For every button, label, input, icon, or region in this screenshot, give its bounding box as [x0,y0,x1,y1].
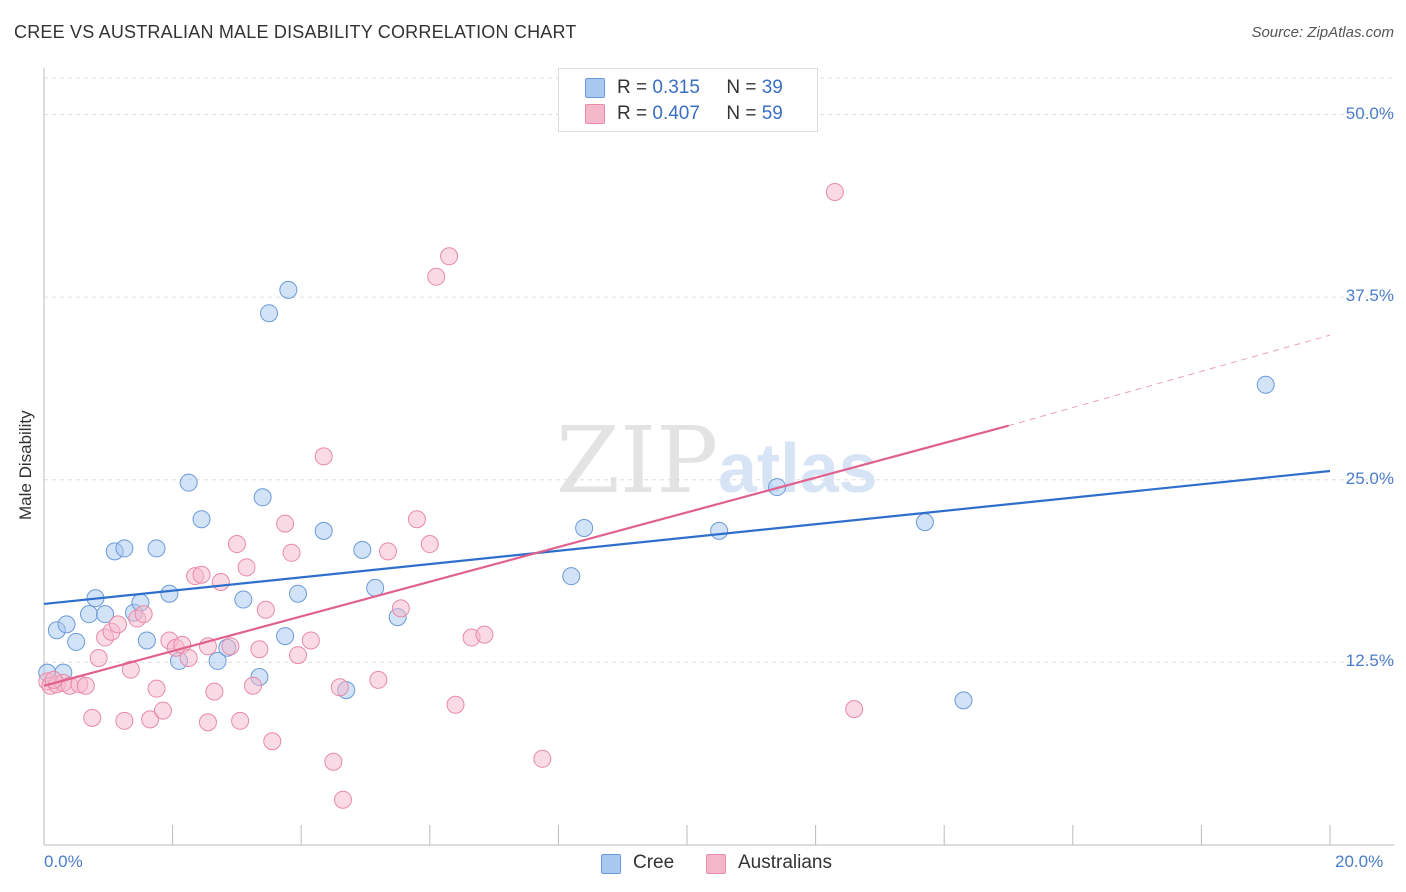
data-point-cree [80,605,99,624]
data-point-cree [57,615,76,634]
data-point-cree [253,488,272,507]
data-point-cree [915,513,934,532]
trend-line-australians-extension [1008,334,1331,427]
data-point-australians [845,700,864,719]
legend-n-value: 59 [761,103,783,124]
chart-title: CREE VS AUSTRALIAN MALE DISABILITY CORRE… [14,22,577,42]
bottom-legend-label-cree: Cree [633,852,675,873]
correlation-legend: R = 0.315 N = 39 R = 0.407 N = 59 [558,68,818,132]
legend-swatch-australians [585,104,605,124]
data-point-cree [1256,375,1275,394]
y-tick-label: 50.0% [1345,103,1394,123]
data-point-cree [67,632,86,651]
data-point-australians [288,646,307,665]
data-point-cree [562,567,581,586]
data-point-cree [179,473,198,492]
data-point-australians [108,615,127,634]
legend-n-label: N = [726,77,757,98]
chart-source: Source: ZipAtlas.com [1251,24,1394,41]
data-point-australians [314,447,333,466]
data-point-australians [446,695,465,714]
data-point-cree [160,584,179,603]
y-tick-label: 25.0% [1345,468,1394,488]
data-point-australians [825,182,844,201]
data-point-cree [575,518,594,537]
y-tick-label: 37.5% [1345,286,1394,306]
data-point-australians [237,558,256,577]
legend-r-label: R = [617,103,648,124]
watermark-zip: ZIP [556,407,718,514]
data-point-australians [420,535,439,554]
data-point-cree [314,521,333,540]
legend-r-label: R = [617,77,648,98]
data-point-australians [147,679,166,698]
data-point-australians [192,565,211,584]
data-point-australians [198,713,217,732]
data-point-australians [115,711,134,730]
data-point-australians [134,605,153,624]
x-tick-label-min: 0.0% [44,852,83,871]
data-point-australians [243,676,262,695]
bottom-legend-swatch-cree [601,854,621,874]
legend-r-value: 0.407 [652,103,700,124]
data-point-cree [954,691,973,710]
trend-line-australians [43,424,1009,687]
data-point-cree [288,584,307,603]
data-point-cree [96,605,115,624]
data-point-cree [710,521,729,540]
data-point-australians [440,247,459,266]
trend-line-cree [43,469,1331,606]
data-point-australians [301,631,320,650]
y-tick-label: 12.5% [1345,651,1394,671]
data-point-australians [324,752,343,771]
bottom-legend-label-australians: Australians [738,852,832,873]
data-point-australians [89,648,108,667]
data-point-australians [153,701,172,720]
legend-n-value: 39 [761,77,783,98]
data-point-cree [208,651,227,670]
data-point-australians [179,648,198,667]
data-point-cree [276,627,295,646]
data-point-cree [260,304,279,323]
data-point-australians [221,637,240,656]
data-point-cree [279,280,298,299]
data-point-australians [263,732,282,751]
data-point-australians [227,535,246,554]
data-point-australians [256,600,275,619]
data-point-australians [211,573,230,592]
data-point-australians [250,640,269,659]
data-point-cree [137,631,156,650]
data-point-australians [231,711,250,730]
data-point-australians [282,543,301,562]
legend-r-value: 0.315 [652,77,700,98]
data-point-australians [533,749,552,768]
data-point-australians [330,678,349,697]
data-point-australians [379,542,398,561]
data-point-cree [192,510,211,529]
data-point-australians [121,660,140,679]
legend-n-label: N = [726,103,757,124]
x-tick-label-max: 20.0% [1335,852,1384,871]
data-point-australians [427,267,446,286]
data-point-cree [115,539,134,558]
data-point-australians [475,625,494,644]
data-point-australians [276,514,295,533]
data-point-australians [141,710,160,729]
data-point-australians [407,510,426,529]
data-point-australians [391,599,410,618]
bottom-legend-swatch-australians [706,854,726,874]
data-point-australians [369,670,388,689]
legend-swatch-cree [585,78,605,98]
data-point-cree [147,539,166,558]
data-point-australians [83,708,102,727]
data-point-australians [205,682,224,701]
data-point-cree [234,590,253,609]
data-point-australians [76,676,95,695]
data-point-cree [353,540,372,559]
data-point-australians [333,790,352,809]
